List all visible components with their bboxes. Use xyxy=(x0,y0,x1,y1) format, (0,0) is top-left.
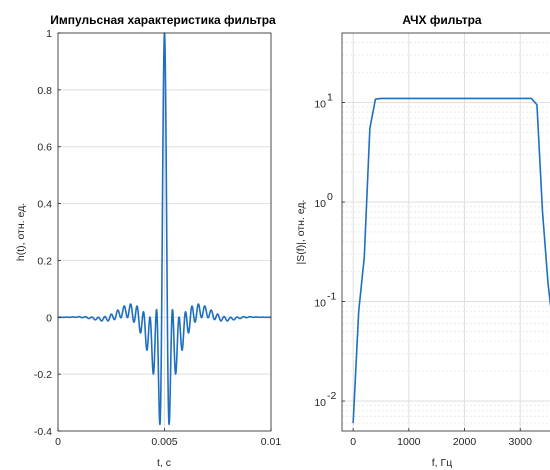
impulse-y-tick-label: 0.4 xyxy=(37,199,52,211)
frequency-y-tick-exponent: -2 xyxy=(327,390,336,402)
impulse-grid xyxy=(57,32,272,432)
frequency-response-line xyxy=(352,97,550,424)
frequency-y-tick-label: 10 xyxy=(314,198,326,210)
frequency-y-tick-exponent: 0 xyxy=(327,191,333,203)
frequency-curve-layer xyxy=(352,97,550,424)
frequency-plot-title: АЧХ фильтра xyxy=(402,13,482,27)
impulse-response-plot: Импульсная характеристика фильтра -0.4-0… xyxy=(15,13,281,469)
impulse-y-tick-label: 0.2 xyxy=(37,255,52,267)
frequency-y-tick-label: 10 xyxy=(314,298,326,310)
frequency-x-tick-label: 3000 xyxy=(509,436,533,448)
frequency-x-tick-label: 2000 xyxy=(453,436,477,448)
frequency-y-tick-exponent: 1 xyxy=(327,92,333,104)
impulse-y-tick-label: -0.2 xyxy=(34,369,52,381)
impulse-y-tick-label: 0.8 xyxy=(37,85,52,97)
impulse-x-tick-label: 0.01 xyxy=(261,436,282,448)
frequency-y-axis-label: |S(f)|, отн. ед. xyxy=(295,200,307,265)
frequency-x-tick-label: 1000 xyxy=(397,436,421,448)
frequency-y-tick-label: 10 xyxy=(314,397,326,409)
impulse-y-tick-label: 0.6 xyxy=(37,142,52,154)
frequency-y-tick-exponent: -1 xyxy=(327,291,336,303)
frequency-x-tick-label: 0 xyxy=(350,436,356,448)
impulse-y-tick-label: 1 xyxy=(46,28,52,40)
impulse-x-tick-label: 0.005 xyxy=(151,436,177,448)
frequency-x-axis-label: f, Гц xyxy=(432,457,452,469)
frequency-grid xyxy=(342,33,550,431)
impulse-tick-labels: -0.4 -0.2 0 0.2 0.4 0.6 0.8 1 0 0.005 0.01 xyxy=(34,28,281,448)
impulse-x-tick-label: 0 xyxy=(55,436,61,448)
frequency-axes-frame xyxy=(341,32,550,432)
impulse-plot-title: Импульсная характеристика фильтра xyxy=(50,13,276,27)
impulse-y-tick-label: 0 xyxy=(46,312,52,324)
impulse-y-tick-label: -0.4 xyxy=(34,426,52,438)
frequency-y-tick-label: 10 xyxy=(314,99,326,111)
impulse-x-axis-label: t, с xyxy=(157,457,171,469)
impulse-y-axis-label: h(t), отн. ед. xyxy=(15,203,27,261)
